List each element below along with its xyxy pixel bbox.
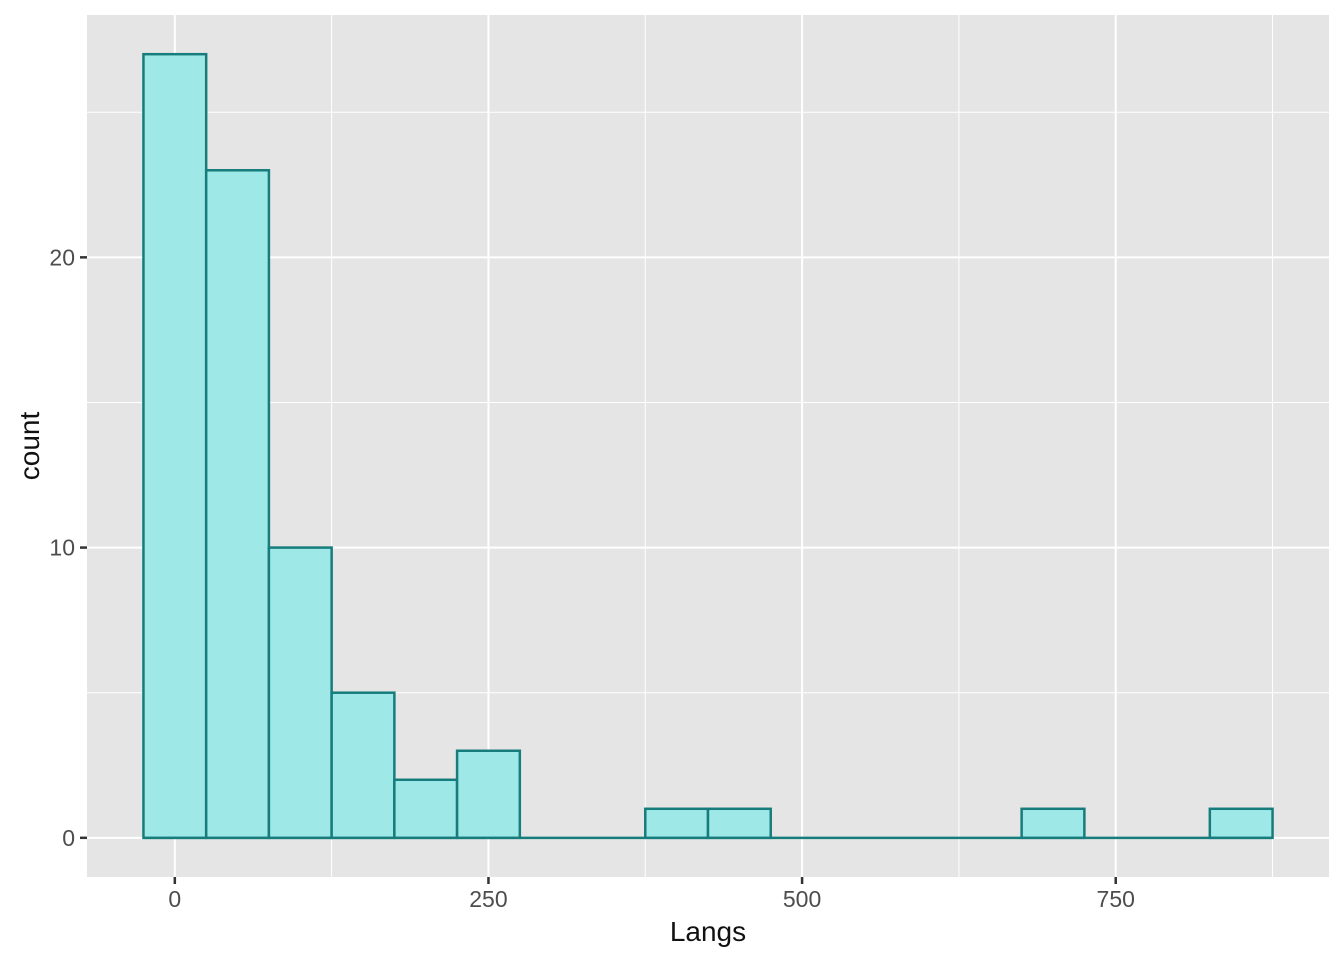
x-axis-tick-label: 500 bbox=[783, 886, 821, 912]
histogram-bar bbox=[330, 691, 396, 840]
histogram-bar bbox=[267, 546, 333, 840]
histogram-bar bbox=[644, 807, 710, 840]
y-axis-tick-label: 0 bbox=[62, 825, 75, 851]
x-axis-tick-label: 0 bbox=[168, 886, 181, 912]
x-axis-tick-label: 750 bbox=[1097, 886, 1135, 912]
histogram-bar bbox=[1208, 807, 1274, 840]
histogram-bar bbox=[1020, 807, 1086, 840]
histogram-bar bbox=[204, 169, 271, 840]
histogram-bar bbox=[455, 749, 522, 840]
y-axis-tick-label: 10 bbox=[49, 535, 75, 561]
y-axis-title: count bbox=[14, 411, 45, 481]
histogram-bar bbox=[393, 778, 459, 840]
x-axis-tick-label: 250 bbox=[469, 886, 507, 912]
y-axis-tick-label: 20 bbox=[49, 244, 75, 270]
histogram-bar bbox=[706, 807, 772, 840]
histogram-bar bbox=[142, 52, 208, 840]
x-axis-title: Langs bbox=[669, 916, 747, 947]
